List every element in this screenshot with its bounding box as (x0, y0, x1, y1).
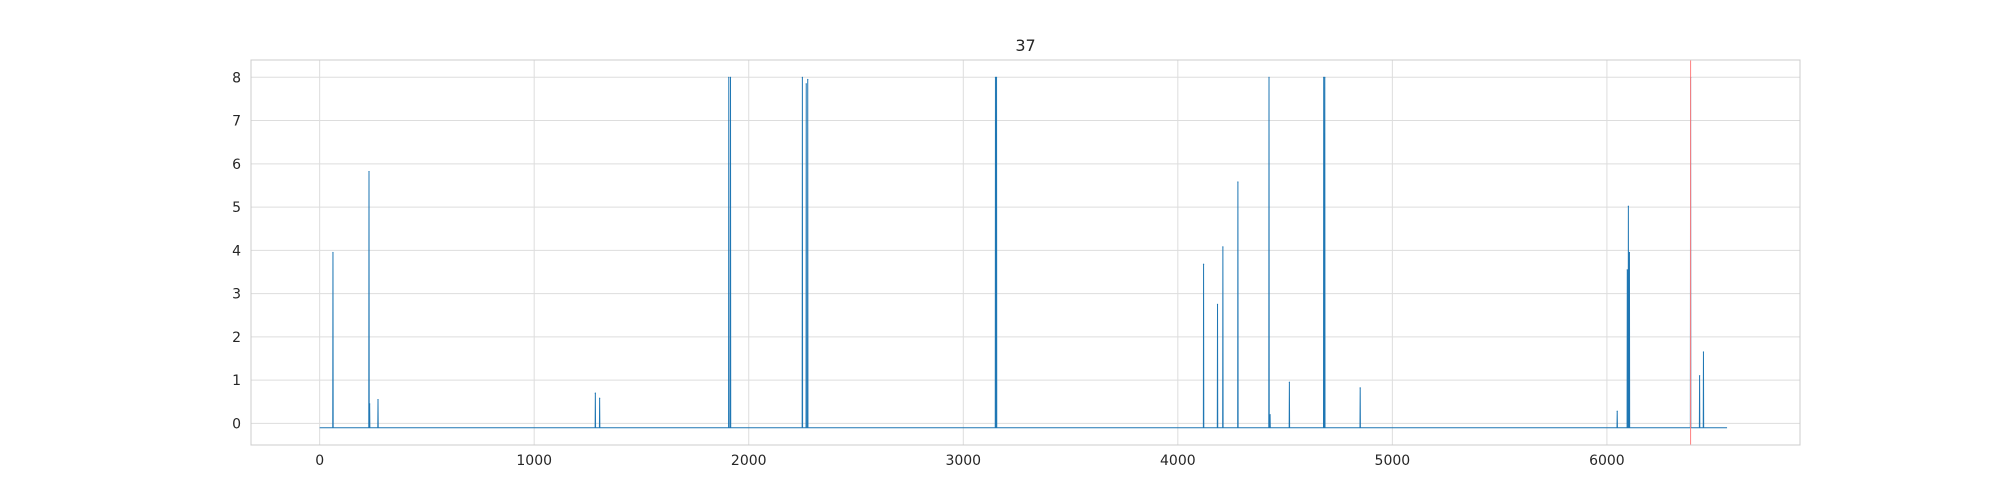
series-line (319, 77, 1728, 429)
data-point (369, 403, 371, 405)
data-point (995, 76, 998, 78)
x-tick-label: 5000 (1375, 453, 1411, 469)
data-point (728, 76, 730, 78)
x-tick-label: 2000 (731, 453, 767, 469)
data-point (1359, 387, 1361, 389)
x-tick-label: 1000 (516, 453, 552, 469)
data-point (807, 78, 809, 81)
data-point (1222, 246, 1224, 248)
x-tick-label: 4000 (1160, 453, 1196, 469)
data-point (994, 76, 997, 78)
data-point (1237, 181, 1239, 183)
data-point (1616, 410, 1618, 412)
plot-frame (250, 59, 1801, 446)
data-point (729, 76, 732, 78)
data-point (1216, 303, 1219, 306)
data-point (368, 171, 370, 173)
data-point (1268, 76, 1270, 78)
grid-layer (251, 60, 1800, 445)
data-point (1702, 351, 1705, 353)
data-point (805, 83, 807, 85)
series-layer (319, 76, 1728, 429)
y-tick-label: 5 (232, 200, 241, 216)
data-point (1324, 76, 1326, 78)
data-point (377, 398, 379, 401)
data-point (1269, 414, 1271, 416)
y-tick-label: 6 (232, 157, 241, 173)
x-tick-label: 0 (315, 453, 324, 469)
data-point (801, 76, 803, 78)
data-point (594, 392, 596, 394)
y-tick-label: 0 (232, 416, 241, 432)
data-point (1323, 76, 1325, 78)
data-point (1626, 269, 1628, 271)
data-point (1628, 251, 1631, 254)
y-tick-label: 1 (232, 373, 241, 389)
data-point (332, 251, 334, 254)
y-tick-label: 7 (232, 114, 241, 130)
chart-title: 37 (1015, 36, 1035, 55)
data-point (1202, 263, 1205, 265)
data-point (599, 397, 601, 399)
y-tick-label: 4 (232, 243, 241, 259)
y-tick-label: 2 (232, 330, 241, 346)
data-point (1627, 205, 1629, 207)
y-tick-label: 8 (232, 70, 241, 86)
y-tick-label: 3 (232, 287, 241, 303)
x-tick-labels: 0 1000 2000 3000 4000 5000 6000 (315, 453, 1625, 469)
y-tick-labels: 0 1 2 3 4 5 6 7 8 (232, 70, 241, 432)
data-point (1698, 375, 1701, 377)
x-tick-label: 3000 (945, 453, 981, 469)
data-point (1288, 381, 1290, 383)
x-tick-label: 6000 (1589, 453, 1625, 469)
